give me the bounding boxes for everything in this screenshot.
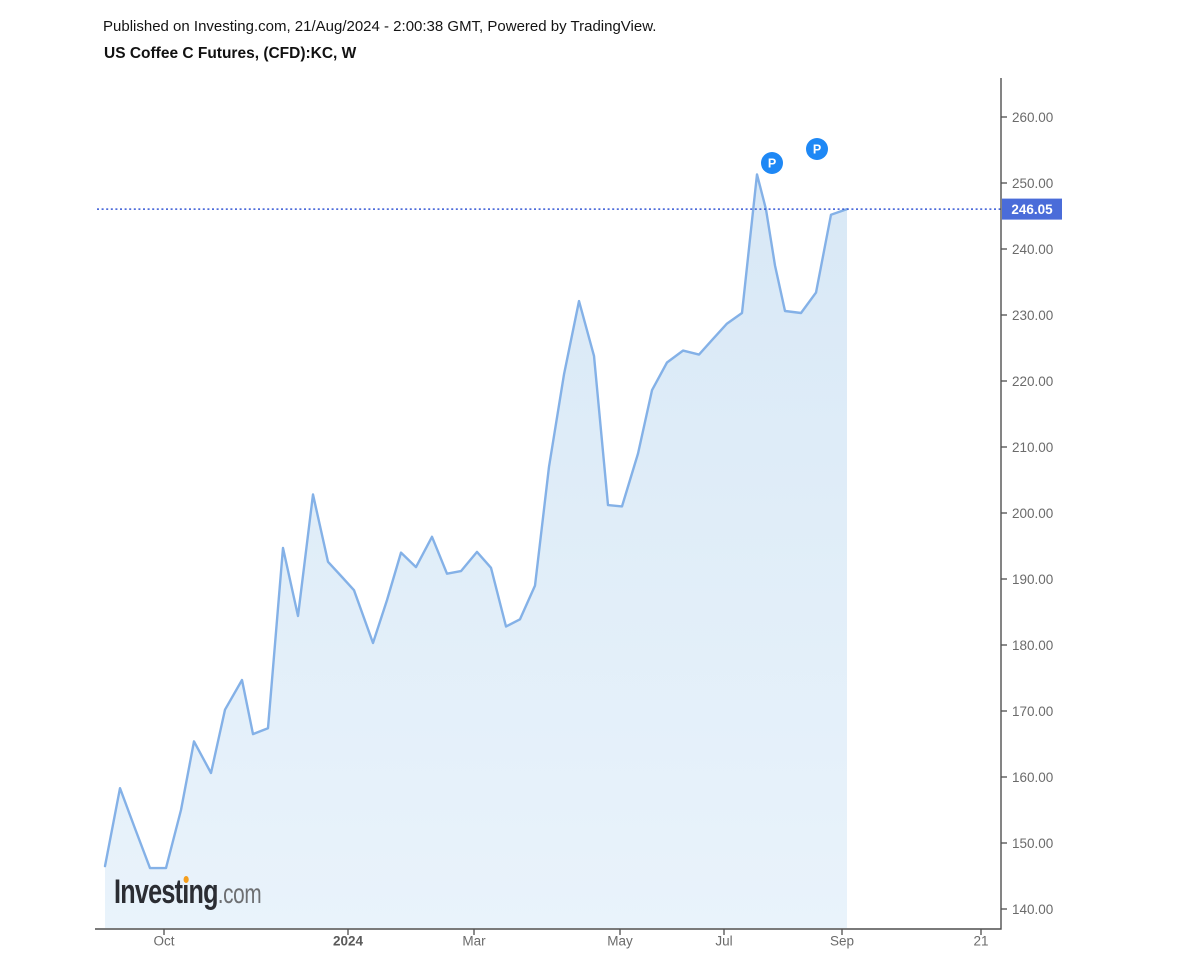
- p-marker-circle[interactable]: [806, 138, 828, 160]
- x-axis-tick-label: Sep: [830, 934, 854, 949]
- y-axis: 140.00 150.00 160.00 170.00 180.00 190.00 200.…: [1001, 110, 1053, 917]
- x-axis-tick-label: 2024: [333, 934, 364, 949]
- logo-part-post: ng: [188, 873, 219, 911]
- y-axis-tick-label: 260.00: [1012, 110, 1053, 125]
- y-axis-tick-label: 250.00: [1012, 176, 1053, 191]
- p-marker-label: P: [768, 157, 776, 171]
- y-axis-tick-label: 230.00: [1012, 308, 1053, 323]
- published-line: Published on Investing.com, 21/Aug/2024 …: [103, 18, 657, 35]
- y-axis-tick-label: 150.00: [1012, 836, 1053, 851]
- x-axis-tick-label: Mar: [462, 934, 486, 949]
- p-marker[interactable]: P: [806, 138, 828, 160]
- y-axis-tick-label: 240.00: [1012, 242, 1053, 257]
- y-axis-tick-label: 180.00: [1012, 638, 1053, 653]
- logo-part-i: ı: [182, 873, 189, 911]
- x-axis: Oct 2024 Mar May Jul Sep 21: [153, 929, 989, 949]
- y-axis-tick-label: 160.00: [1012, 770, 1053, 785]
- instrument-title: US Coffee C Futures, (CFD):KC, W: [104, 45, 357, 62]
- x-axis-tick-label: 21: [973, 934, 988, 949]
- y-axis-tick-label: 200.00: [1012, 506, 1053, 521]
- y-axis-tick-label: 140.00: [1012, 902, 1053, 917]
- p-marker-circle[interactable]: [761, 152, 783, 174]
- x-axis-tick-label: May: [607, 934, 633, 949]
- axis-lines: [95, 78, 1002, 930]
- x-axis-tick-label: Jul: [715, 934, 732, 949]
- logo-orange-dot-i: ı: [182, 873, 190, 911]
- x-axis-tick-label: Oct: [153, 934, 174, 949]
- p-marker[interactable]: P: [761, 152, 783, 174]
- investing-watermark: Investıng.com: [114, 873, 262, 911]
- y-axis-tick-label: 190.00: [1012, 572, 1053, 587]
- y-axis-tick-label: 220.00: [1012, 374, 1053, 389]
- area-fill: [105, 174, 847, 928]
- y-axis-tick-label: 210.00: [1012, 440, 1053, 455]
- price-line: [103, 173, 849, 870]
- investing-logo-text: Investıng: [114, 873, 219, 911]
- last-price-badge: 246.05: [1002, 198, 1062, 220]
- last-price-badge-value: 246.05: [1011, 202, 1053, 217]
- p-marker-label: P: [813, 143, 821, 157]
- logo-com-suffix: .com: [217, 878, 262, 909]
- logo-part-pre: Invest: [114, 873, 183, 911]
- y-axis-tick-label: 170.00: [1012, 704, 1053, 719]
